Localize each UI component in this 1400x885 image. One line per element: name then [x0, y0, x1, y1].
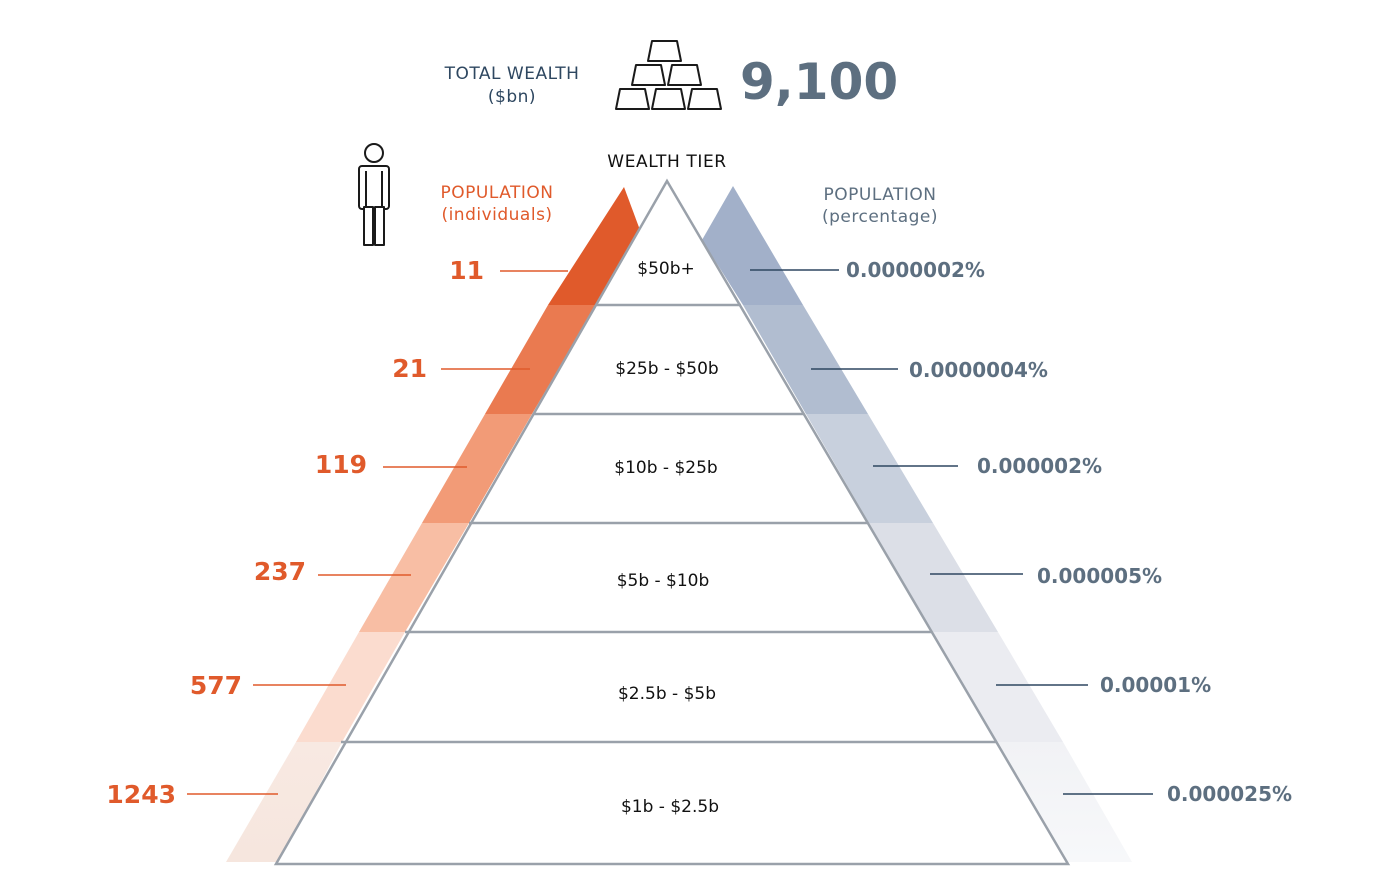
total-wealth-label: TOTAL WEALTH [444, 64, 580, 84]
percentage-band-segment [933, 632, 1063, 742]
population-percentage: 0.0000002% [846, 258, 985, 282]
population-percentage: 0.0000004% [909, 358, 1048, 382]
population-percentage: 0.000002% [977, 454, 1102, 478]
population-band-segment [359, 523, 469, 632]
population-count: 237 [254, 557, 306, 586]
population-band-segment [296, 632, 405, 742]
total-wealth-value: 9,100 [740, 53, 898, 111]
person-icon [358, 143, 390, 246]
tier-label: $10b - $25b [614, 458, 717, 478]
population-percentage-unit: (percentage) [822, 207, 938, 227]
population-count: 577 [190, 671, 242, 700]
percentage-leader-lines [750, 269, 1153, 795]
total-wealth-unit: ($bn) [488, 87, 536, 107]
population-individuals-unit: (individuals) [441, 205, 552, 225]
population-percentage: 0.000025% [1167, 782, 1292, 806]
tier-label: $5b - $10b [617, 571, 710, 591]
population-count: 21 [392, 354, 427, 383]
tier-label: $2.5b - $5b [618, 684, 716, 704]
population-band-segment [548, 187, 640, 305]
population-percentage: 0.000005% [1037, 564, 1162, 588]
population-leader-lines [187, 270, 568, 795]
tier-label: $1b - $2.5b [621, 797, 719, 817]
population-count: 11 [449, 256, 484, 285]
population-percentage-label: POPULATION [824, 185, 937, 205]
tier-label: $50b+ [637, 259, 694, 279]
population-band-segment [226, 742, 342, 862]
percentage-band-segment [996, 742, 1132, 862]
percentage-band-segment [869, 523, 998, 632]
percentage-band-segment [743, 305, 868, 414]
gold-bars-icon [615, 40, 722, 110]
tier-label: $25b - $50b [615, 359, 718, 379]
percentage-band-segment [702, 186, 803, 305]
wealth-tier-header: WEALTH TIER [607, 152, 726, 172]
population-percentage: 0.00001% [1100, 673, 1211, 697]
population-count: 119 [315, 450, 367, 479]
population-band-segment [485, 305, 596, 414]
population-individuals-label: POPULATION [441, 183, 554, 203]
percentage-band-segment [806, 414, 933, 523]
population-count: 1243 [106, 780, 176, 809]
population-band-segment [422, 414, 532, 523]
